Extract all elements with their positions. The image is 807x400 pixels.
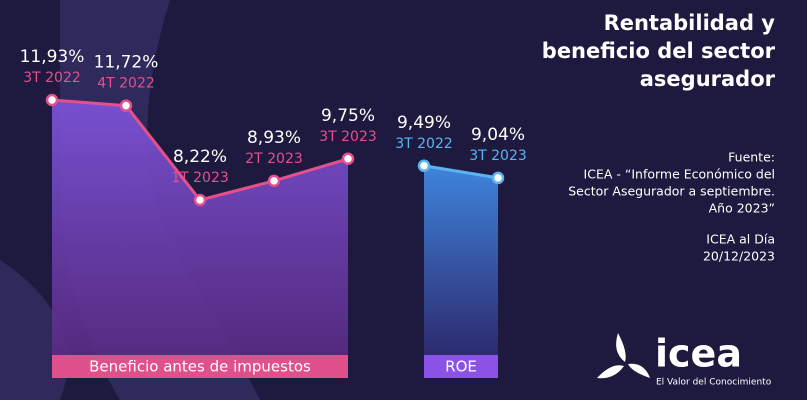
value-label: 9,75% [321,106,375,126]
logo-mark [628,363,650,378]
category-label: 4T 2022 [97,76,155,92]
decor-shape [0,260,68,400]
series-label-band [424,355,498,378]
category-label: 3T 2023 [469,148,527,164]
source-line: ICEA - “Informe Económico del [584,167,775,182]
value-label: 9,49% [397,113,451,133]
category-label: 2T 2023 [245,151,303,167]
point [193,193,207,207]
source-line: Fuente: [728,150,775,165]
series-label: Beneficio antes de impuestos [89,358,311,376]
logo-mark [597,365,624,379]
logo: icea El Valor del Conocimiento [597,332,772,388]
title-line: beneficio del sector [542,39,776,63]
date-line: 20/12/2023 [703,249,775,264]
source-line: Año 2023” [709,201,775,216]
area [424,165,498,355]
series-label-band [52,355,348,378]
logo-mark [616,333,626,362]
charts: 11,93% 3T 2022 11,72% 4T 2022 8,22% 1T 2023 8,… [20,47,527,378]
line [423,164,499,180]
series-label: ROE [445,358,477,376]
title-line: Rentabilidad y [604,11,776,35]
point [341,152,355,166]
value-label: 8,22% [173,147,227,167]
title-block: Rentabilidad y beneficio del sector asegur… [542,11,776,264]
category-label: 3T 2022 [395,136,453,152]
logo-name: icea [655,332,742,376]
date-line: ICEA al Día [706,232,775,247]
area [52,100,348,355]
value-label: 11,72% [94,53,159,73]
category-label: 3T 2022 [23,70,81,86]
point [267,174,281,188]
point [417,159,431,173]
category-label: 1T 2023 [171,170,229,186]
point [45,93,59,107]
value-label: 9,04% [471,125,525,145]
logo-tagline: El Valor del Conocimiento [656,378,772,388]
category-label: 3T 2023 [319,129,377,145]
source-line: Sector Asegurador a septiembre. [568,184,775,199]
value-label: 8,93% [247,128,301,148]
title-line: asegurador [640,67,776,91]
point [491,171,505,185]
value-label: 11,93% [20,47,85,67]
point [119,99,133,112]
